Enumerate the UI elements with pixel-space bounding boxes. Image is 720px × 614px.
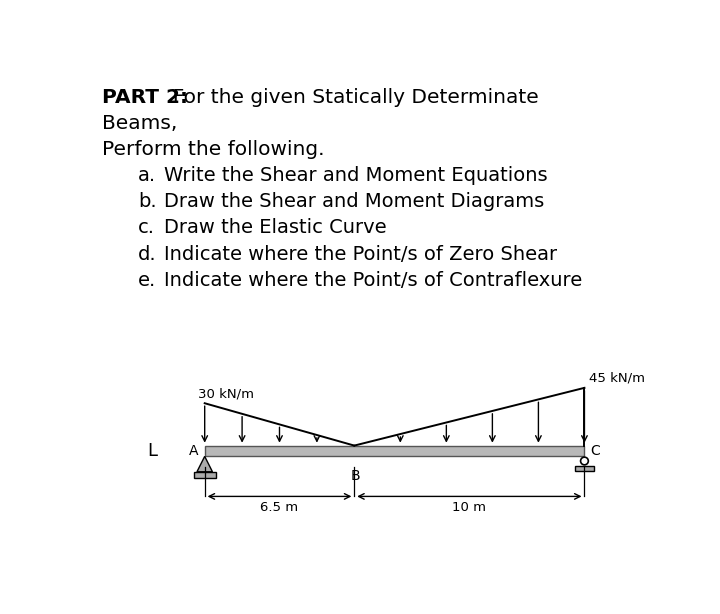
Text: Beams,: Beams,	[102, 114, 177, 133]
Text: A: A	[189, 444, 199, 458]
Text: d.: d.	[138, 244, 157, 263]
Text: Indicate where the Point/s of Zero Shear: Indicate where the Point/s of Zero Shear	[163, 244, 557, 263]
Bar	[204, 446, 585, 456]
Text: Perform the following.: Perform the following.	[102, 140, 324, 159]
Bar	[194, 472, 215, 478]
Text: 10 m: 10 m	[452, 501, 487, 514]
Text: Draw the Shear and Moment Diagrams: Draw the Shear and Moment Diagrams	[163, 192, 544, 211]
Text: b.: b.	[138, 192, 157, 211]
Text: 6.5 m: 6.5 m	[261, 501, 299, 514]
Text: Write the Shear and Moment Equations: Write the Shear and Moment Equations	[163, 166, 547, 185]
Bar	[575, 465, 594, 471]
Text: B: B	[350, 468, 360, 483]
Text: 30 kN/m: 30 kN/m	[199, 387, 254, 400]
Text: C: C	[590, 444, 600, 458]
Text: c.: c.	[138, 219, 155, 238]
Text: PART 2:: PART 2:	[102, 88, 188, 107]
Text: a.: a.	[138, 166, 156, 185]
Text: 45 kN/m: 45 kN/m	[589, 371, 645, 385]
Text: L: L	[147, 442, 157, 460]
Text: Draw the Elastic Curve: Draw the Elastic Curve	[163, 219, 386, 238]
Text: For the given Statically Determinate: For the given Statically Determinate	[160, 88, 539, 107]
Text: e.: e.	[138, 271, 156, 290]
Text: Indicate where the Point/s of Contraflexure: Indicate where the Point/s of Contraflex…	[163, 271, 582, 290]
Polygon shape	[197, 456, 212, 472]
